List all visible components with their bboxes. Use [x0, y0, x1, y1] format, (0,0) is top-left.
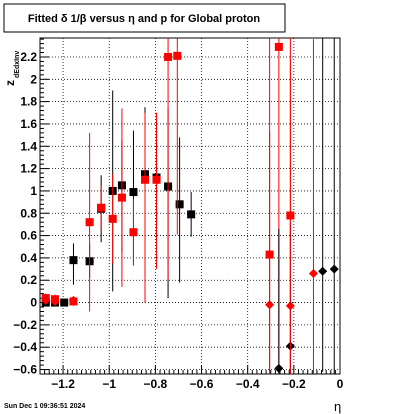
data-point-diamond	[285, 301, 295, 311]
data-point-diamond	[308, 269, 318, 279]
y-tick-label: −0.6	[13, 363, 37, 377]
data-point-square	[117, 193, 126, 202]
data-point-diamond	[50, 296, 60, 306]
x-tick-label: −1.2	[51, 377, 75, 391]
data-point-diamond	[265, 300, 275, 310]
x-tick-label: −1	[102, 377, 116, 391]
data-point-square	[152, 175, 161, 184]
chart-title-box	[3, 3, 286, 33]
y-tick-label: 0.6	[20, 229, 37, 243]
data-point-diamond	[329, 264, 339, 274]
chart-title: Fitted δ 1/β versus η and p for Global p…	[28, 13, 260, 25]
data-point-square	[175, 200, 184, 209]
data-point-diamond	[274, 363, 284, 373]
data-point-square	[187, 210, 196, 219]
x-tick-label: −0.6	[190, 377, 214, 391]
data-point-diamond	[68, 295, 78, 305]
y-tick-label: −0.2	[13, 318, 37, 332]
data-point-square	[97, 203, 106, 212]
x-tick-label: −0.8	[144, 377, 168, 391]
y-axis-label-main: z	[3, 80, 17, 86]
data-point-square	[164, 52, 173, 61]
plot-frame	[39, 37, 341, 375]
y-tick-label: 0.8	[20, 206, 37, 220]
data-point-square	[60, 298, 69, 307]
data-point-diamond	[41, 295, 51, 305]
data-point-square	[173, 51, 182, 60]
y-tick-label: 1.6	[20, 117, 37, 131]
data-point-square	[85, 218, 94, 227]
x-tick-label: −0.4	[236, 377, 260, 391]
y-tick-label: 2.2	[20, 50, 37, 64]
axes: −1.2 −1 −0.8 −0.6 −0.4 −0.2 0 −0.6 −0.4 −0.2 0 0.2 0…	[13, 37, 344, 391]
y-tick-label: 1	[30, 184, 37, 198]
data-point-square	[69, 256, 78, 265]
y-axis-label: z dEdxInv	[3, 51, 21, 86]
y-tick-label: 0.4	[20, 251, 37, 265]
data-point-square	[129, 228, 138, 237]
y-tick-label: 1.8	[20, 95, 37, 109]
y-tick-label: −0.4	[13, 340, 37, 354]
y-tick-label: 1.4	[20, 139, 37, 153]
y-tick-label: 0.2	[20, 273, 37, 287]
y-tick-label: 0	[30, 296, 37, 310]
data-point-square	[108, 214, 117, 223]
y-axis-label-sub: dEdxInv	[14, 51, 21, 78]
data-point-square	[129, 188, 138, 197]
data-point-square	[274, 42, 283, 51]
data-point-square	[141, 175, 149, 184]
x-axis-label: η	[334, 399, 341, 414]
y-tick-label: 1.2	[20, 162, 37, 176]
data-points	[41, 38, 339, 374]
x-tick-label: −0.2	[282, 377, 306, 391]
x-tick-label: 0	[337, 377, 344, 391]
data-point-diamond	[318, 266, 328, 276]
y-tick-label: 2	[30, 72, 37, 86]
timestamp: Sun Dec 1 09:36:51 2024	[4, 403, 85, 410]
